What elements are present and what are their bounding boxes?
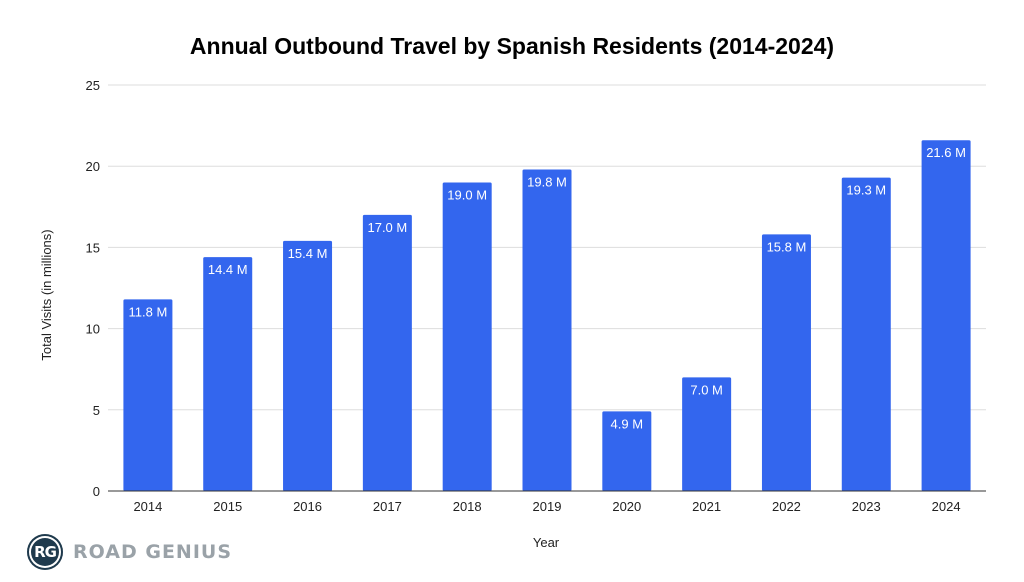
x-tick-label: 2022 [772,499,801,514]
data-label-2024: 21.6 M [926,145,966,160]
logo-initials: RG [34,543,57,561]
x-tick-label: 2014 [133,499,162,514]
bar-2022 [761,234,811,491]
x-tick-label: 2021 [692,499,721,514]
data-label-2019: 19.8 M [527,174,567,189]
y-tick-label: 25 [86,78,100,93]
y-axis-label: Total Visits (in millions) [39,229,54,360]
data-label-2018: 19.0 M [447,187,487,202]
bar-2023 [841,177,891,491]
x-tick-label: 2020 [612,499,641,514]
bar-2015 [203,257,253,491]
data-label-2014: 11.8 M [129,304,168,319]
x-tick-label: 2015 [213,499,242,514]
x-tick-label: 2017 [373,499,402,514]
y-tick-label: 5 [93,403,100,418]
bar-2014 [123,299,173,491]
data-label-2023: 19.3 M [846,183,886,198]
bar-2016 [283,240,333,491]
y-tick-label: 0 [93,484,100,499]
data-label-2015: 14.4 M [208,262,248,277]
x-tick-label: 2018 [453,499,482,514]
bar-2019 [522,169,572,491]
logo-badge: RG [27,534,63,570]
data-label-2022: 15.8 M [767,239,807,254]
data-labels: 11.8 M 14.4 M 15.4 M 17.0 M 19.0 M 19.8 M 4.9 … [129,145,966,431]
x-axis-label: Year [533,535,560,550]
x-tick-label: 2023 [852,499,881,514]
bar-2017 [362,214,412,492]
bars [123,140,971,492]
y-tick-label: 20 [86,159,100,174]
data-label-2020: 4.9 M [611,416,644,431]
y-tick-label: 15 [86,240,100,255]
x-axis-ticks: 2014 2015 2016 2017 2018 2019 2020 2021 2022 2023… [133,499,960,514]
x-tick-label: 2019 [533,499,562,514]
x-tick-label: 2016 [293,499,322,514]
x-tick-label: 2024 [932,499,961,514]
y-axis-ticks: 0 5 10 15 20 25 [86,78,100,499]
data-label-2016: 15.4 M [288,246,328,261]
chart-title: Annual Outbound Travel by Spanish Reside… [190,33,834,59]
data-label-2017: 17.0 M [367,220,407,235]
bar-2021 [682,377,732,491]
bar-2024 [921,140,971,491]
data-label-2021: 7.0 M [690,382,723,397]
bar-2020 [602,411,652,491]
logo-text: ROAD GENIUS [73,541,233,563]
bar-2018 [442,182,492,491]
y-tick-label: 10 [86,322,100,337]
road-genius-logo: RG ROAD GENIUS [27,534,232,570]
